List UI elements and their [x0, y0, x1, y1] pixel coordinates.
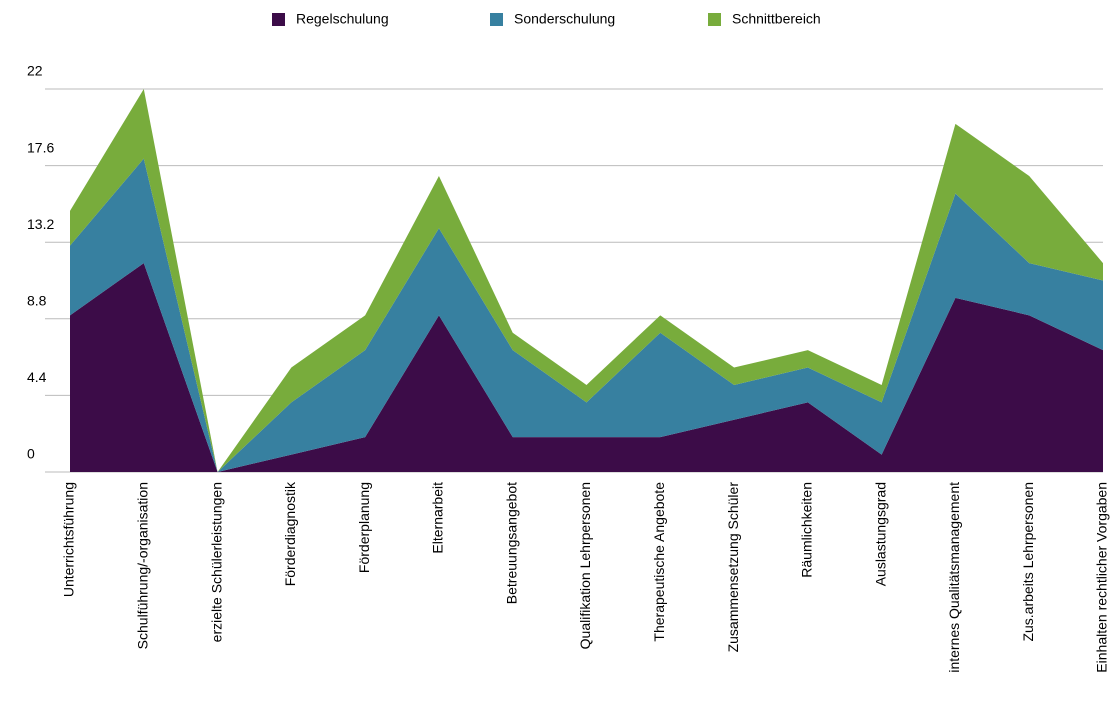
y-tick-label: 0	[27, 446, 35, 462]
y-tick-label: 17.6	[27, 139, 54, 155]
x-tick-label: internes Qualitätsmanagement	[946, 482, 962, 673]
legend-item: Regelschulung	[272, 11, 389, 27]
x-tick-label: Unterrichtsführung	[61, 482, 77, 597]
x-tick-label: Zus.arbeits Lehrpersonen	[1020, 482, 1036, 642]
x-tick-label: Qualifikation Lehrpersonen	[577, 482, 593, 649]
x-tick-label: Schulführung/-organisation	[134, 482, 150, 649]
x-tick-label: Räumlichkeiten	[799, 482, 815, 578]
x-tick-label: Förderplanung	[356, 482, 372, 573]
x-tick-label: Auslastungsgrad	[872, 482, 888, 586]
legend-item: Schnittbereich	[708, 11, 821, 27]
legend-swatch	[490, 13, 503, 26]
legend-label: Regelschulung	[296, 11, 389, 27]
y-tick-label: 13.2	[27, 216, 54, 232]
legend-swatch	[708, 13, 721, 26]
x-tick-label: Einhalten rechtlicher Vorgaben	[1094, 482, 1110, 673]
legend-item: Sonderschulung	[490, 11, 615, 27]
legend-label: Schnittbereich	[732, 11, 821, 27]
x-tick-label: Therapeutische Angebote	[651, 482, 667, 642]
y-tick-label: 22	[27, 63, 43, 79]
x-tick-label: Förderdiagnostik	[282, 481, 298, 586]
area	[70, 89, 1103, 472]
legend-label: Sonderschulung	[514, 11, 615, 27]
legend-swatch	[272, 13, 285, 26]
area	[70, 263, 1103, 472]
y-tick-label: 4.4	[27, 369, 47, 385]
x-tick-label: erzielte Schülerleistungen	[208, 482, 224, 642]
x-tick-label: Zusammensetzung Schüler	[725, 482, 741, 653]
x-tick-label: Betreuungsangebot	[503, 482, 519, 604]
x-tick-label: Elternarbeit	[430, 482, 446, 554]
y-tick-label: 8.8	[27, 293, 47, 309]
area	[70, 158, 1103, 473]
